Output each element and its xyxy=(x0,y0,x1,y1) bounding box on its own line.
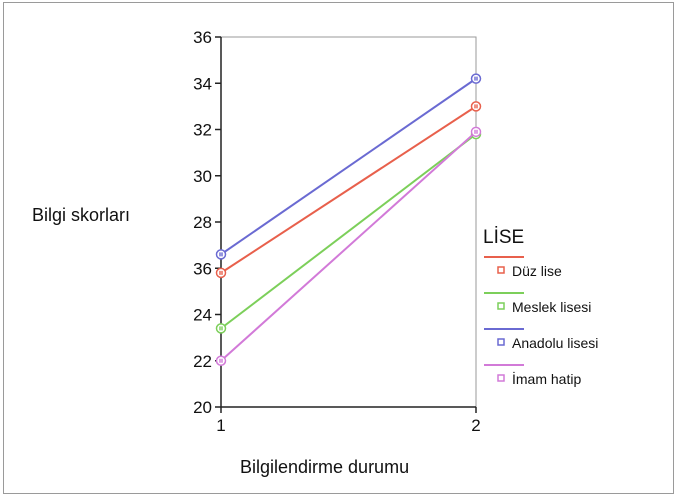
y-tick-label: 32 xyxy=(193,121,212,140)
y-ticks: 20 22 24 36 28 30 32 34 36 xyxy=(193,28,221,417)
data-point-marker xyxy=(219,252,223,257)
legend-marker xyxy=(497,266,505,274)
series-layer xyxy=(215,73,482,366)
legend-title: LİSE xyxy=(483,227,524,248)
legend-marker xyxy=(497,302,505,310)
legend-marker xyxy=(497,374,505,382)
x-axis-label: Bilgilendirme durumu xyxy=(240,457,409,477)
y-tick-label: 30 xyxy=(193,167,212,186)
x-tick-label: 1 xyxy=(216,416,225,435)
y-tick-label: 20 xyxy=(193,398,212,417)
legend-label: İmam hatip xyxy=(512,370,581,387)
y-tick-label: 24 xyxy=(193,306,212,325)
y-tick-label: 28 xyxy=(193,213,212,232)
data-point-marker xyxy=(474,104,478,109)
legend-label: Meslek lisesi xyxy=(512,299,591,315)
data-point-marker xyxy=(219,270,223,275)
chart-frame xyxy=(3,2,674,494)
y-tick-label: 36 xyxy=(193,28,212,47)
y-tick-label: 36 xyxy=(193,259,212,278)
series-line xyxy=(220,105,477,274)
series-line xyxy=(220,133,477,330)
y-axis-label: Bilgi skorları xyxy=(32,205,130,225)
series-line xyxy=(220,77,477,256)
x-tick-label: 2 xyxy=(471,416,480,435)
legend: LİSE Düz lise Meslek lisesi Anadolu lisesi… xyxy=(483,227,598,387)
y-tick-label: 22 xyxy=(193,352,212,371)
legend-label: Düz lise xyxy=(512,263,562,279)
plot-area xyxy=(220,36,477,408)
legend-marker xyxy=(497,338,505,346)
y-tick-label: 34 xyxy=(193,74,212,93)
plot-border xyxy=(220,36,477,408)
data-point-marker xyxy=(474,76,478,81)
data-point-marker xyxy=(474,129,478,134)
legend-label: Anadolu lisesi xyxy=(512,335,598,351)
data-point-marker xyxy=(219,358,223,363)
data-point-marker xyxy=(219,326,223,331)
series-line xyxy=(220,131,477,362)
